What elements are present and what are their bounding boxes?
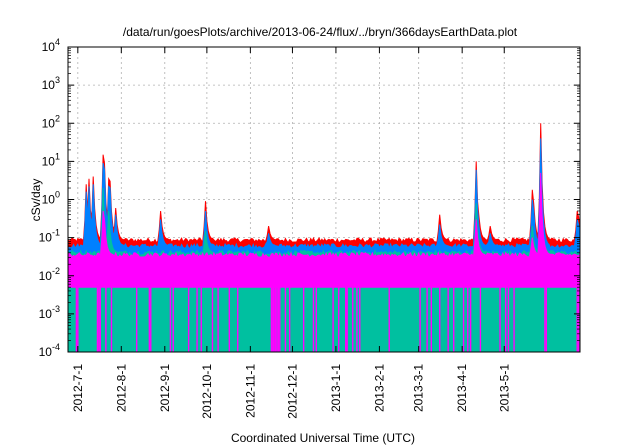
y-tick-label: 100: [42, 190, 60, 207]
x-tick-label: 2012-11-1: [243, 364, 257, 418]
y-axis: 10-4 10-3 10-2 10-1 100 101 102 103 104: [39, 37, 580, 359]
x-axis-label: Coordinated Universal Time (UTC): [231, 431, 415, 445]
series-3-dropouts: [75, 287, 580, 352]
x-tick-label: 2013-1-1: [329, 364, 343, 412]
x-tick-label: 2013-2-1: [372, 364, 386, 412]
series-layer: [67, 123, 581, 353]
x-tick-label: 2012-10-1: [200, 364, 214, 419]
x-tick-label: 2013-4-1: [455, 364, 469, 412]
y-tick-label: 10-1: [39, 228, 60, 245]
x-tick-label: 2012-8-1: [114, 364, 128, 412]
series-3-area: [67, 172, 581, 288]
x-tick-label: 2012-7-1: [71, 364, 85, 412]
x-tick-label: 2013-5-1: [497, 364, 511, 412]
x-tick-label: 2012-12-1: [285, 364, 299, 419]
x-tick-label: 2012-9-1: [158, 364, 172, 412]
y-tick-label: 10-4: [39, 342, 60, 359]
chart-title: /data/run/goesPlots/archive/2013-06-24/f…: [123, 25, 518, 39]
y-tick-label: 102: [42, 113, 60, 130]
y-tick-label: 101: [42, 151, 60, 168]
y-tick-label: 10-2: [39, 266, 60, 283]
y-tick-label: 10-3: [39, 304, 60, 321]
x-tick-label: 2013-3-1: [412, 364, 426, 412]
x-axis: 2012-7-1 2012-8-1 2012-9-1 2012-10-1 2012-11…: [71, 47, 511, 419]
y-tick-label: 104: [42, 37, 60, 54]
y-tick-label: 103: [42, 75, 60, 92]
y-axis-label: cSv/day: [29, 179, 43, 222]
